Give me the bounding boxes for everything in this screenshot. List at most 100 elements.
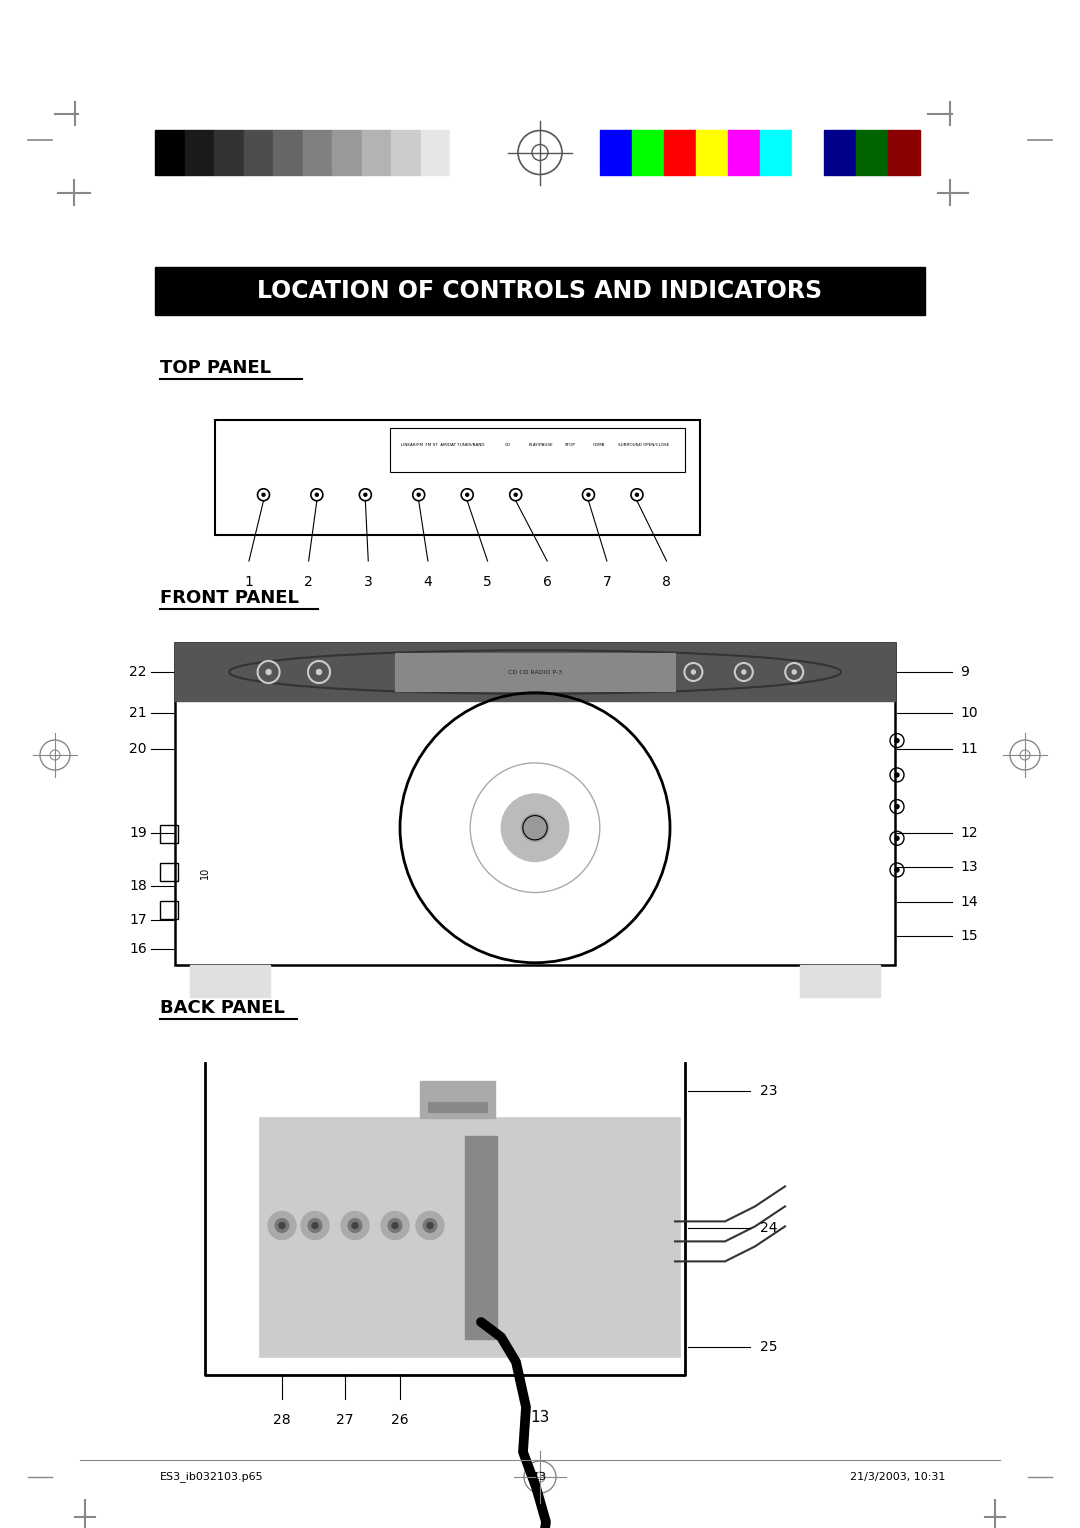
Bar	[760, 130, 792, 176]
Bar	[465, 1135, 497, 1339]
Text: 7: 7	[603, 575, 611, 588]
Bar	[302, 130, 333, 176]
Circle shape	[279, 1222, 285, 1229]
Circle shape	[262, 494, 265, 497]
Circle shape	[266, 669, 271, 674]
Text: 9: 9	[960, 665, 969, 678]
Circle shape	[352, 1222, 357, 1229]
Bar	[391, 130, 421, 176]
Circle shape	[392, 1222, 399, 1229]
Text: PLAY/PAUSE: PLAY/PAUSE	[528, 443, 553, 446]
Bar	[190, 966, 270, 996]
Text: 8: 8	[662, 575, 671, 588]
Circle shape	[348, 1218, 362, 1233]
Circle shape	[522, 814, 549, 842]
Text: TOP PANEL: TOP PANEL	[160, 359, 271, 377]
Text: 10: 10	[960, 706, 977, 720]
Bar	[600, 130, 632, 176]
Circle shape	[742, 669, 746, 674]
Bar	[160, 825, 178, 843]
Text: 10: 10	[200, 866, 210, 879]
Bar	[175, 643, 895, 966]
Bar	[792, 130, 824, 176]
Circle shape	[301, 1212, 329, 1239]
Circle shape	[315, 494, 319, 497]
Text: 5: 5	[483, 575, 492, 588]
Bar	[362, 130, 391, 176]
Text: BACK PANEL: BACK PANEL	[160, 999, 285, 1018]
Circle shape	[895, 805, 899, 808]
Text: 3: 3	[364, 575, 373, 588]
Text: CD: CD	[505, 443, 511, 446]
Text: 21/3/2003, 10:31: 21/3/2003, 10:31	[850, 1471, 945, 1482]
Bar	[395, 652, 675, 691]
Bar	[244, 130, 273, 176]
Bar	[428, 1102, 487, 1112]
Text: COMB: COMB	[593, 443, 606, 446]
Text: 15: 15	[960, 929, 977, 943]
Text: 18: 18	[130, 879, 147, 892]
Bar	[728, 130, 760, 176]
Bar	[450, 130, 480, 176]
Circle shape	[275, 1218, 289, 1233]
Text: CD CD RADIO P-3: CD CD RADIO P-3	[508, 669, 562, 674]
Text: 26: 26	[391, 1413, 409, 1427]
Text: 22: 22	[130, 665, 147, 678]
Text: 14: 14	[960, 894, 977, 909]
Circle shape	[423, 1218, 437, 1233]
Text: 28: 28	[273, 1413, 291, 1427]
Circle shape	[341, 1212, 369, 1239]
Circle shape	[691, 669, 696, 674]
Circle shape	[417, 494, 420, 497]
Circle shape	[635, 494, 638, 497]
Circle shape	[312, 1222, 318, 1229]
Bar	[856, 130, 888, 176]
Text: 16: 16	[130, 943, 147, 957]
Text: 12: 12	[960, 827, 977, 840]
Circle shape	[895, 773, 899, 776]
Bar	[800, 966, 880, 996]
Circle shape	[895, 868, 899, 872]
Bar	[888, 130, 920, 176]
Circle shape	[465, 494, 469, 497]
Text: 20: 20	[130, 743, 147, 756]
Circle shape	[793, 669, 796, 674]
Text: ES3_ib032103.p65: ES3_ib032103.p65	[160, 1471, 264, 1482]
Text: STOP: STOP	[565, 443, 576, 446]
Text: 13: 13	[960, 860, 977, 874]
Bar	[215, 420, 700, 535]
Circle shape	[895, 738, 899, 743]
Circle shape	[501, 795, 569, 862]
Bar	[333, 130, 362, 176]
Text: 11: 11	[960, 743, 977, 756]
Text: 25: 25	[760, 1340, 778, 1354]
Circle shape	[416, 1212, 444, 1239]
Text: 13: 13	[534, 1471, 546, 1482]
Bar	[824, 130, 856, 176]
Circle shape	[895, 836, 899, 840]
Circle shape	[308, 1218, 322, 1233]
Text: 24: 24	[760, 1221, 778, 1235]
Bar	[420, 1080, 495, 1118]
Bar	[160, 902, 178, 918]
Bar	[696, 130, 728, 176]
Text: 21: 21	[130, 706, 147, 720]
Bar	[175, 643, 895, 701]
Circle shape	[381, 1212, 409, 1239]
Circle shape	[268, 1212, 296, 1239]
Bar	[156, 267, 924, 315]
Text: LOCATION OF CONTROLS AND INDICATORS: LOCATION OF CONTROLS AND INDICATORS	[257, 280, 823, 303]
Bar	[160, 863, 178, 882]
Text: 2: 2	[305, 575, 313, 588]
Text: 23: 23	[760, 1083, 778, 1099]
Circle shape	[514, 494, 517, 497]
Bar	[664, 130, 696, 176]
Circle shape	[388, 1218, 402, 1233]
Text: 13: 13	[530, 1410, 550, 1426]
Text: 6: 6	[543, 575, 552, 588]
Circle shape	[316, 669, 322, 674]
Text: 19: 19	[130, 827, 147, 840]
Text: 17: 17	[130, 914, 147, 927]
Bar	[421, 130, 450, 176]
Text: 1: 1	[244, 575, 254, 588]
